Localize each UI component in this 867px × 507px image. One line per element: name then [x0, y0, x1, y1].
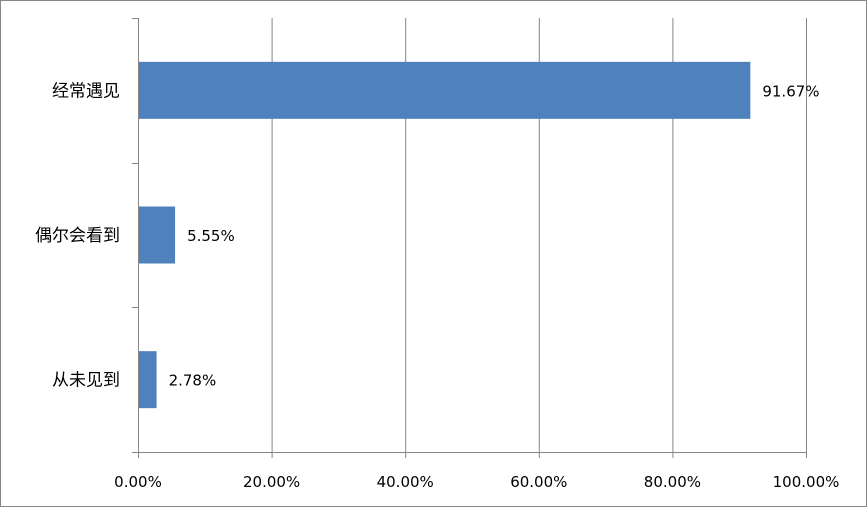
bar: [139, 206, 176, 264]
bar: [139, 61, 751, 119]
category-label: 偶尔会看到: [35, 226, 120, 246]
x-tick-label: 0.00%: [114, 473, 162, 491]
x-tick-label: 80.00%: [644, 473, 701, 491]
data-label: 5.55%: [187, 227, 235, 245]
category-label: 从未见到: [52, 371, 120, 391]
x-tick-label: 40.00%: [377, 473, 434, 491]
data-label: 91.67%: [762, 82, 819, 100]
category-label: 经常遇见: [52, 81, 120, 101]
x-tick-label: 100.00%: [773, 473, 840, 491]
bar: [139, 351, 157, 409]
x-tick-label: 60.00%: [510, 473, 567, 491]
x-tick-label: 20.00%: [243, 473, 300, 491]
data-label: 2.78%: [169, 372, 217, 390]
